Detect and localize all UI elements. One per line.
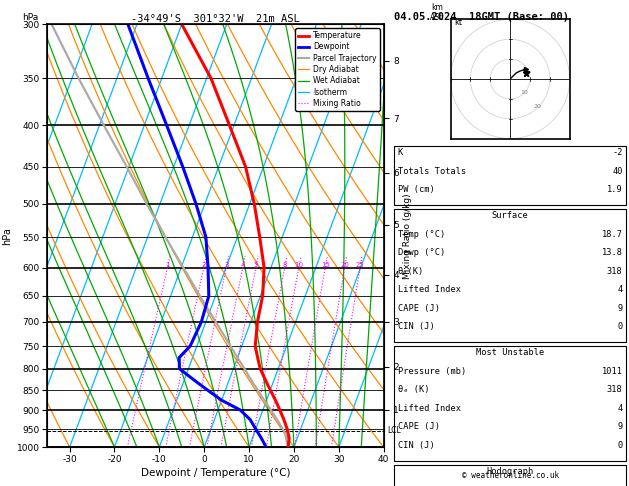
Text: 1011: 1011	[602, 367, 623, 376]
Text: 8: 8	[282, 262, 287, 268]
Text: 2: 2	[201, 262, 206, 268]
Text: 4: 4	[240, 262, 245, 268]
Text: Lifted Index: Lifted Index	[398, 285, 460, 295]
Text: CIN (J): CIN (J)	[398, 322, 434, 331]
X-axis label: Dewpoint / Temperature (°C): Dewpoint / Temperature (°C)	[141, 468, 290, 478]
Text: CAPE (J): CAPE (J)	[398, 304, 440, 313]
Y-axis label: Mixing Ratio (g/kg): Mixing Ratio (g/kg)	[403, 193, 413, 278]
Text: 40: 40	[612, 167, 623, 176]
Legend: Temperature, Dewpoint, Parcel Trajectory, Dry Adiabat, Wet Adiabat, Isotherm, Mi: Temperature, Dewpoint, Parcel Trajectory…	[295, 28, 380, 111]
Text: kt: kt	[455, 18, 463, 27]
Text: θₑ (K): θₑ (K)	[398, 385, 429, 395]
Text: Lifted Index: Lifted Index	[398, 404, 460, 413]
Text: LCL: LCL	[387, 426, 401, 435]
Text: 5: 5	[253, 262, 258, 268]
Text: -2: -2	[612, 148, 623, 157]
Text: Most Unstable: Most Unstable	[476, 348, 544, 358]
Text: 4: 4	[618, 285, 623, 295]
Text: 10: 10	[294, 262, 303, 268]
Text: 9: 9	[618, 422, 623, 432]
Text: km
ASL: km ASL	[430, 3, 445, 22]
Text: Surface: Surface	[492, 211, 528, 221]
Text: 9: 9	[618, 304, 623, 313]
Text: CAPE (J): CAPE (J)	[398, 422, 440, 432]
Text: Hodograph: Hodograph	[486, 467, 534, 476]
Text: 0: 0	[618, 441, 623, 450]
Text: 25: 25	[355, 262, 364, 268]
Text: 15: 15	[321, 262, 330, 268]
Text: © weatheronline.co.uk: © weatheronline.co.uk	[462, 471, 559, 480]
Text: 4: 4	[618, 404, 623, 413]
Text: PW (cm): PW (cm)	[398, 185, 434, 194]
Text: 1.9: 1.9	[607, 185, 623, 194]
Text: 20: 20	[534, 104, 542, 109]
Text: 3: 3	[224, 262, 228, 268]
Text: Totals Totals: Totals Totals	[398, 167, 466, 176]
Text: CIN (J): CIN (J)	[398, 441, 434, 450]
Text: Pressure (mb): Pressure (mb)	[398, 367, 466, 376]
Text: 20: 20	[340, 262, 349, 268]
Text: Dewp (°C): Dewp (°C)	[398, 248, 445, 258]
Text: 13.8: 13.8	[602, 248, 623, 258]
Y-axis label: hPa: hPa	[3, 227, 13, 244]
Text: 0: 0	[618, 322, 623, 331]
Text: 318: 318	[607, 267, 623, 276]
Text: Temp (°C): Temp (°C)	[398, 230, 445, 239]
Text: 1: 1	[165, 262, 170, 268]
Text: 04.05.2024  18GMT (Base: 00): 04.05.2024 18GMT (Base: 00)	[394, 12, 569, 22]
Text: 10: 10	[520, 90, 528, 95]
Title: -34°49'S  301°32'W  21m ASL: -34°49'S 301°32'W 21m ASL	[131, 14, 300, 23]
Text: 318: 318	[607, 385, 623, 395]
Text: hPa: hPa	[22, 13, 38, 22]
Text: 18.7: 18.7	[602, 230, 623, 239]
Text: K: K	[398, 148, 403, 157]
Text: θₑ(K): θₑ(K)	[398, 267, 424, 276]
